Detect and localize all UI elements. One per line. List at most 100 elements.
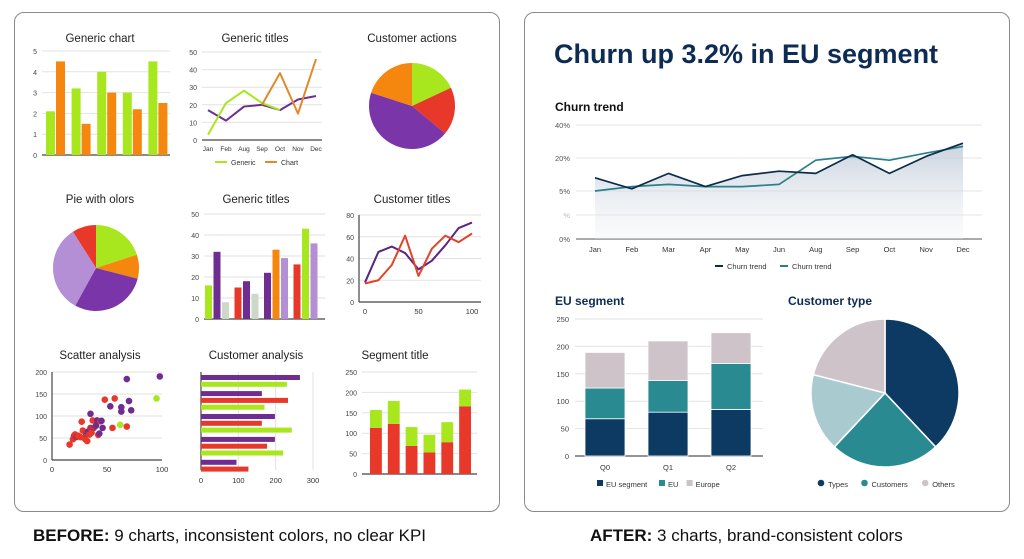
y-tick-label: 60: [346, 235, 354, 242]
bar-segment: [405, 445, 418, 474]
y-tick-label: 0: [43, 458, 47, 465]
legend-label: Generic: [231, 160, 256, 167]
x-tick-label: Q2: [726, 463, 736, 472]
chart-customer-titles: Customer titles 0 20 40 60 80 0 50 100: [346, 194, 481, 316]
scatter-point: [66, 441, 73, 448]
x-tick-label: 100: [156, 465, 169, 474]
scatter-point: [153, 395, 160, 402]
y-tick-label: 250: [556, 315, 569, 324]
legend-swatch: [597, 480, 603, 486]
bar: [201, 443, 268, 449]
y-tick-label: 20: [189, 103, 197, 110]
scatter-point: [87, 410, 94, 418]
bar-segment: [584, 418, 626, 457]
bar: [213, 251, 221, 319]
bar: [281, 258, 288, 319]
y-tick-label: 4: [33, 70, 37, 77]
y-tick-label: 2: [33, 111, 37, 118]
bar: [293, 264, 301, 319]
scatter-point: [123, 423, 131, 430]
bar: [107, 92, 117, 155]
x-tick-label: Nov: [292, 146, 304, 153]
bar-segment: [710, 332, 752, 364]
bar: [201, 459, 237, 465]
x-tick-label: Q0: [600, 463, 610, 472]
chart-generic-chart: Generic chart 0 1 2 3 4 5: [33, 33, 170, 160]
legend-label: Europe: [696, 480, 720, 489]
bar-segment: [423, 452, 436, 474]
after-caption-label: AFTER:: [590, 526, 653, 545]
y-tick-label: 50: [39, 436, 47, 443]
chart-title: Generic chart: [65, 33, 135, 45]
bar: [201, 450, 284, 456]
y-tick-label: 40%: [555, 121, 570, 130]
legend-swatch: [861, 479, 868, 487]
bar-segment: [387, 400, 400, 424]
bar-segment: [441, 442, 454, 474]
x-tick-label: 300: [307, 476, 320, 485]
x-tick-label: 100: [466, 307, 479, 316]
chart-title: Generic titles: [222, 194, 289, 206]
scatter-point: [83, 437, 91, 445]
chart-scatter-analysis: Scatter analysis 0 50 100 150 200 0 50 100: [35, 350, 168, 474]
x-tick-label: Oct: [884, 245, 897, 254]
y-tick-label: 50: [191, 212, 199, 219]
bar: [234, 287, 242, 319]
before-caption-label: BEFORE:: [33, 526, 110, 545]
bar: [205, 285, 212, 319]
bar-segment: [370, 409, 382, 428]
chart-churn-trend: Churn trend 0%% 5% 20% 40% Jan Feb Mar Apr May Jun…: [555, 100, 982, 271]
scatter-point: [125, 397, 133, 405]
bar: [310, 243, 318, 319]
bar: [46, 111, 55, 155]
bar: [201, 427, 292, 433]
bar: [201, 391, 262, 397]
x-tick-label: Jan: [589, 245, 601, 254]
x-tick-label: Dec: [956, 245, 970, 254]
bar: [264, 272, 271, 319]
scatter-point: [118, 403, 125, 411]
y-tick-label: 100: [35, 414, 47, 421]
x-tick-label: Aug: [238, 146, 250, 153]
line-series: [364, 221, 473, 283]
before-caption: BEFORE: 9 charts, inconsistent colors, n…: [33, 526, 426, 546]
chart-customer-analysis: Customer analysis 0 100 200 300: [199, 350, 319, 485]
y-tick-label: 0%: [559, 235, 570, 244]
chart-title: Customer actions: [367, 33, 457, 45]
legend-label: EU segment: [606, 480, 648, 489]
chart-eu-segment: EU segment 0 50 100 150 200 250 Q0 Q1 Q2 EU segmen…: [555, 294, 763, 489]
bar: [97, 71, 107, 155]
bar: [272, 249, 280, 319]
bar: [222, 302, 229, 319]
legend-label: Customers: [872, 480, 909, 489]
chart-title: Customer titles: [374, 194, 451, 206]
line-series: [364, 232, 473, 285]
legend-swatch: [921, 479, 929, 487]
bar-segment: [423, 434, 436, 453]
chart-generic-titles-bar: Generic titles 0 10 20 30 40 50: [191, 194, 325, 324]
headline: Churn up 3.2% in EU segment: [554, 39, 938, 69]
x-tick-label: Feb: [625, 245, 638, 254]
scatter-point: [111, 395, 118, 402]
line-series: [594, 142, 964, 190]
scatter-point: [92, 422, 100, 429]
x-tick-label: 100: [232, 476, 245, 485]
bar: [122, 92, 132, 155]
y-tick-label: 20: [346, 278, 354, 285]
bar-segment: [584, 352, 626, 389]
pie-slice: [833, 391, 937, 468]
after-caption-text: 3 charts, brand-consistent colors: [652, 526, 903, 545]
bar-segment: [710, 409, 752, 457]
chart-title: Segment title: [361, 350, 428, 362]
chart-title: EU segment: [555, 294, 624, 308]
pie-slice: [96, 225, 137, 268]
x-tick-label: 50: [103, 465, 111, 474]
y-tick-label: 10: [189, 120, 197, 127]
pie-slice: [72, 225, 96, 268]
x-tick-label: Oct: [275, 146, 285, 153]
bar: [243, 281, 250, 319]
bar: [158, 103, 168, 155]
x-tick-label: 0: [363, 307, 367, 316]
bar: [251, 293, 259, 319]
